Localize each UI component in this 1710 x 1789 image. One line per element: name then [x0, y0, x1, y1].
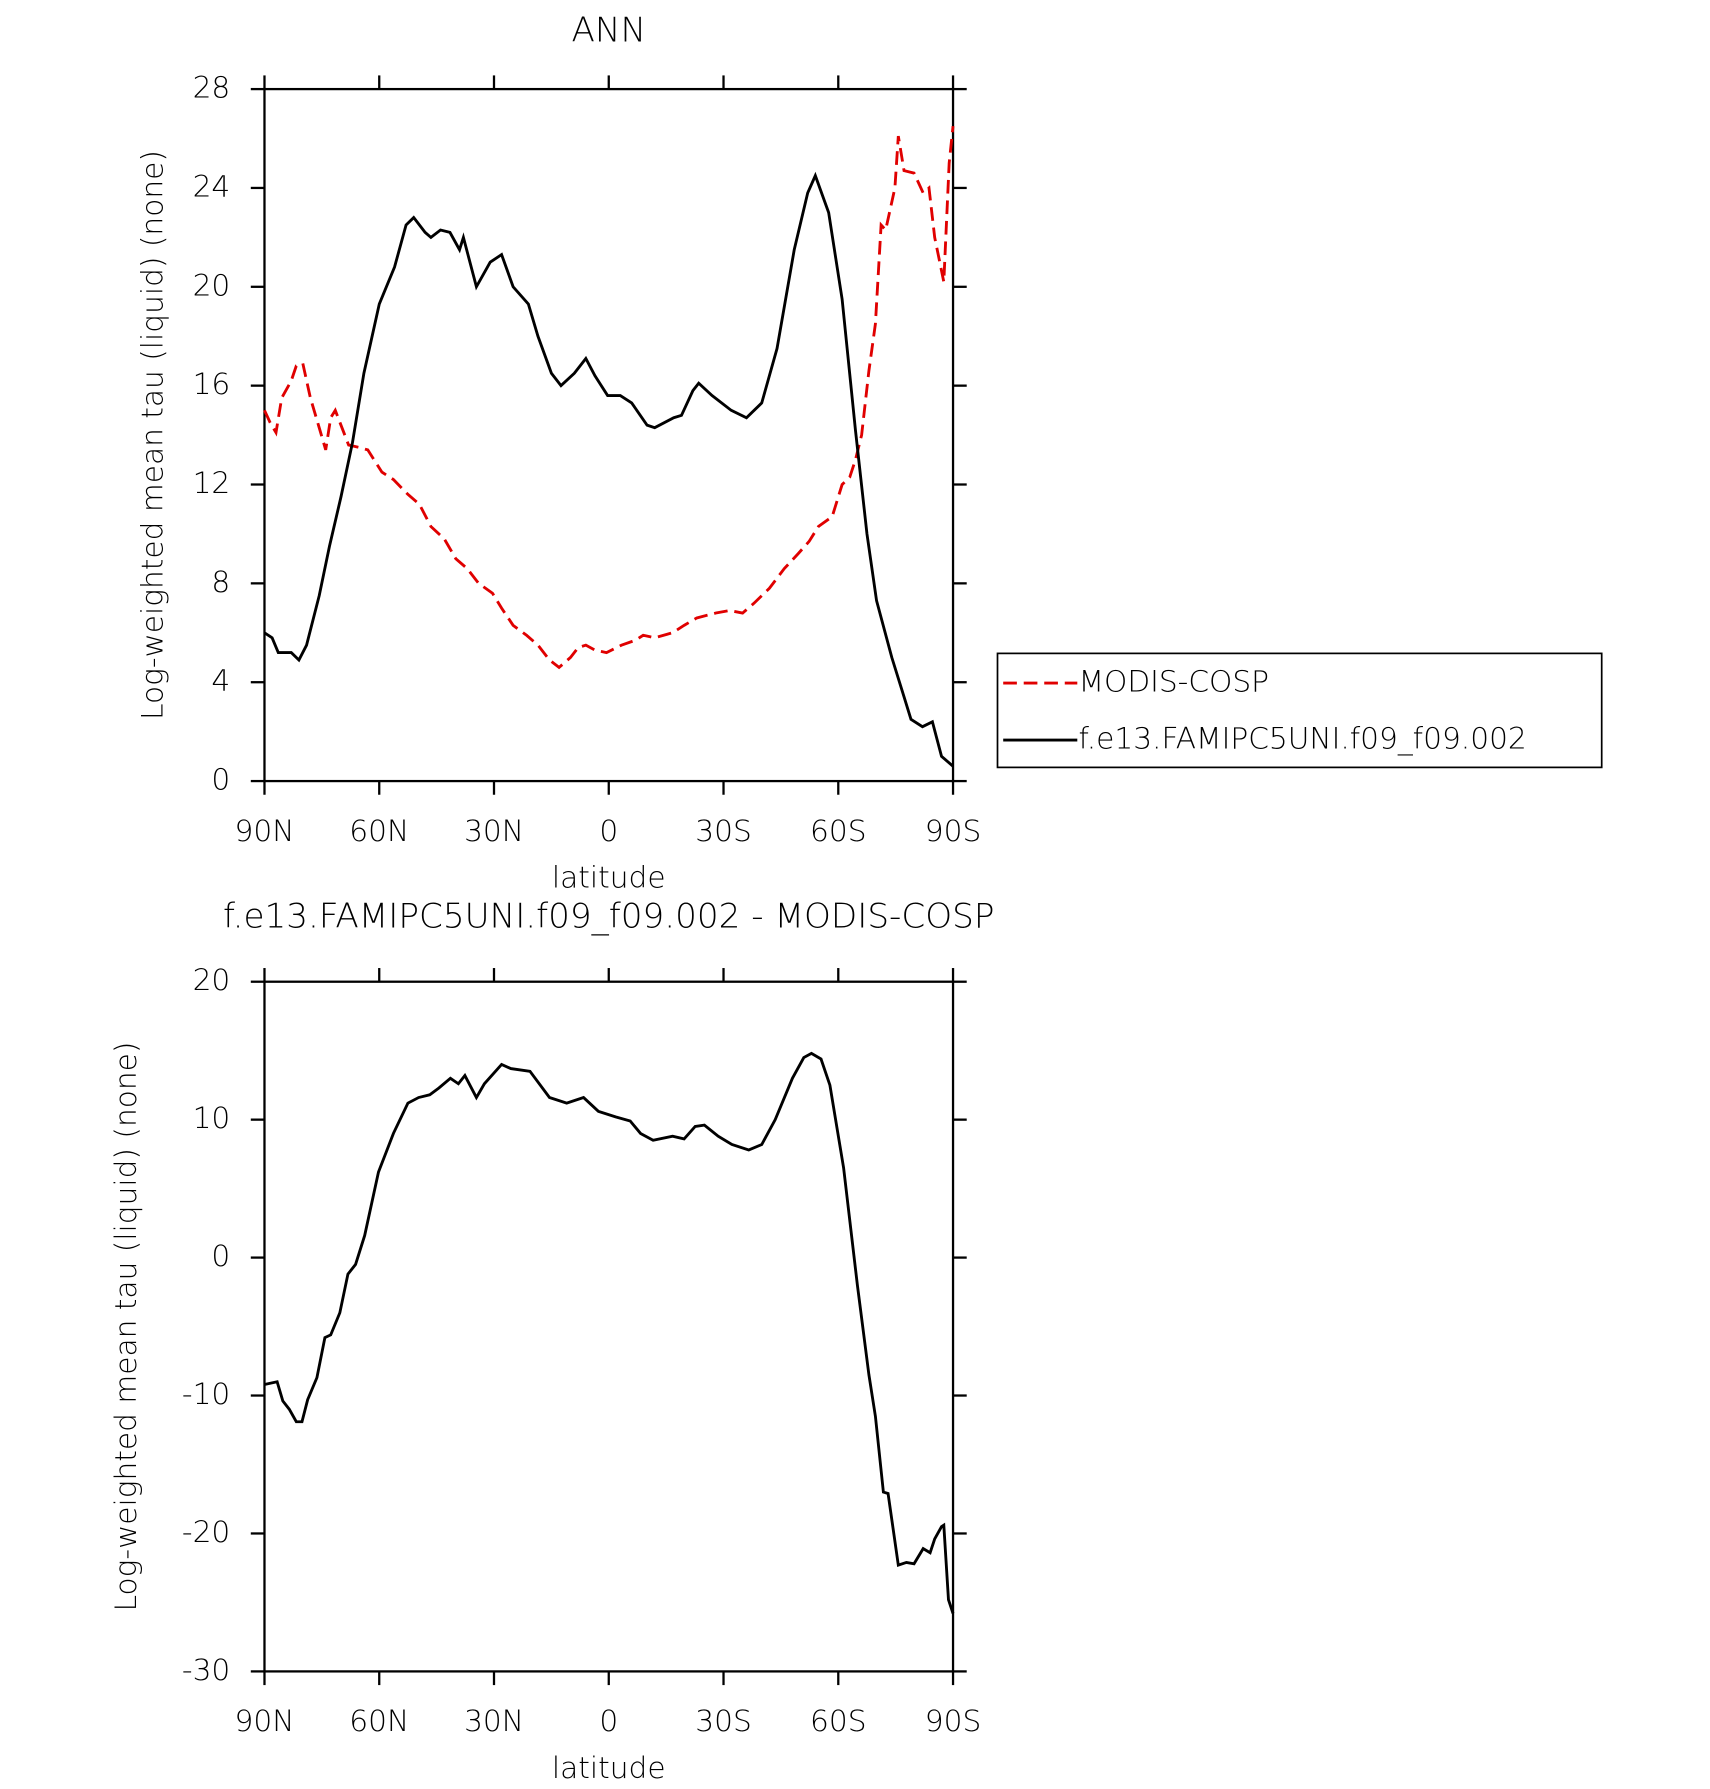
y-tick-label: 8: [211, 564, 230, 599]
x-tick-label: 0: [599, 1703, 618, 1738]
x-tick-label: 90N: [235, 1703, 295, 1738]
y-tick-label: -30: [182, 1652, 230, 1687]
y-tick-label: 0: [211, 762, 230, 797]
data-line: [263, 171, 954, 768]
plot-frame: [263, 980, 955, 1673]
plot-frame: [263, 87, 955, 783]
x-axis-label: latitude: [552, 860, 666, 895]
y-tick-label: -10: [182, 1376, 230, 1411]
legend-label: MODIS-COSP: [1078, 664, 1269, 699]
data-line: [264, 1051, 955, 1614]
legend-label: f.e13.FAMIPC5UNI.f09_f09.002: [1078, 721, 1526, 757]
x-tick-label: 90S: [925, 1703, 982, 1738]
y-tick-label: 20: [193, 267, 231, 302]
x-tick-label: 90S: [925, 813, 982, 848]
chart-title: ANN: [571, 11, 646, 51]
x-tick-label: 30S: [695, 1703, 752, 1738]
y-tick-label: 4: [211, 663, 230, 698]
x-tick-label: 60N: [349, 1703, 409, 1738]
x-axis-label: latitude: [552, 1750, 666, 1785]
x-tick-label: 30S: [695, 813, 752, 848]
x-tick-label: 60N: [349, 813, 409, 848]
x-tick-label: 30N: [464, 813, 524, 848]
x-tick-label: 60S: [810, 813, 867, 848]
x-tick-label: 0: [599, 813, 618, 848]
y-tick-label: 16: [193, 366, 231, 401]
legend-box: [996, 652, 1603, 769]
y-tick-label: 24: [193, 168, 231, 203]
chart-title: f.e13.FAMIPC5UNI.f09_f09.002 - MODIS-COS…: [223, 896, 994, 936]
y-tick-label: 0: [211, 1238, 230, 1273]
x-tick-label: 60S: [810, 1703, 867, 1738]
y-tick-label: 20: [193, 962, 231, 997]
y-tick-label: 10: [193, 1100, 231, 1135]
y-axis-label: Log-weighted mean tau (liquid) (none): [108, 1042, 143, 1612]
y-tick-label: 12: [193, 465, 231, 500]
x-tick-label: 90N: [235, 813, 295, 848]
x-tick-label: 30N: [464, 1703, 524, 1738]
y-tick-label: -20: [182, 1514, 230, 1549]
y-axis-label: Log-weighted mean tau (liquid) (none): [134, 150, 169, 720]
data-line: [263, 125, 955, 670]
y-tick-label: 28: [193, 70, 231, 105]
